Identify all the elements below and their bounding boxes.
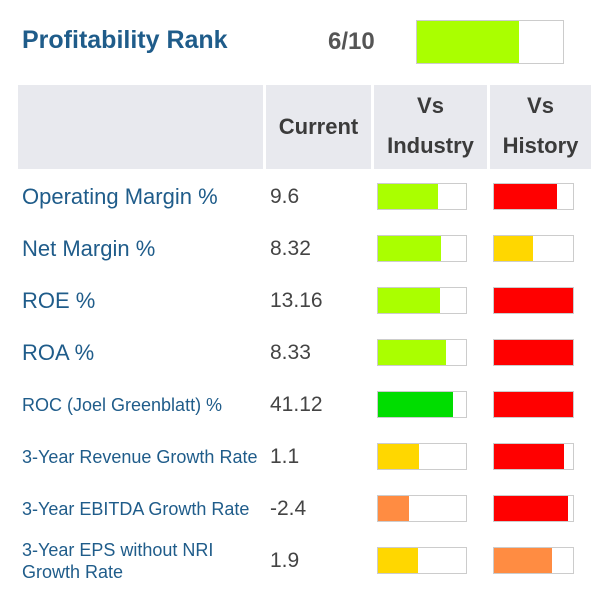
vs-industry-bar	[377, 391, 467, 418]
header-current-label: Current	[278, 114, 359, 139]
vs-industry-bar	[377, 547, 467, 574]
metric-label[interactable]: Operating Margin %	[22, 184, 218, 209]
rank-bar-fill	[417, 21, 520, 63]
vs-history-bar-fill	[494, 236, 533, 261]
metric-label[interactable]: 3-Year EBITDA Growth Rate	[22, 499, 250, 519]
vs-history-bar-fill	[494, 184, 558, 209]
rank-bar	[416, 20, 564, 64]
vs-history-bar-fill	[494, 444, 564, 469]
table-row: ROC (Joel Greenblatt) % 41.12	[0, 379, 600, 431]
vs-industry-bar	[377, 235, 467, 262]
table-row: 3-Year EBITDA Growth Rate -2.4	[0, 483, 600, 535]
vs-history-bar	[493, 183, 574, 210]
vs-history-bar	[493, 391, 574, 418]
metric-label[interactable]: ROE %	[22, 288, 96, 313]
metric-label[interactable]: 3-Year EPS without NRI Growth Rate	[22, 540, 214, 582]
vs-industry-bar	[377, 495, 467, 522]
metric-label[interactable]: Net Margin %	[22, 236, 156, 261]
vs-history-bar	[493, 443, 574, 470]
vs-industry-bar-fill	[378, 236, 442, 261]
table-row: ROA % 8.33	[0, 327, 600, 379]
table-row: 3-Year EPS without NRI Growth Rate 1.9	[0, 535, 600, 587]
metric-value: 41.12	[270, 393, 323, 416]
vs-history-bar-fill	[494, 288, 573, 313]
header-vs-industry: Vs Industry	[374, 85, 487, 169]
vs-history-bar	[493, 339, 574, 366]
metric-label[interactable]: ROC (Joel Greenblatt) %	[22, 395, 223, 415]
vs-industry-bar-fill	[378, 184, 438, 209]
metric-value: 1.1	[270, 445, 300, 468]
table-row: 3-Year Revenue Growth Rate 1.1	[0, 431, 600, 483]
table-row: Operating Margin % 9.6	[0, 171, 600, 223]
header-history-line1: Vs	[527, 93, 554, 118]
rank-score: 6/10	[328, 28, 375, 55]
vs-industry-bar-fill	[378, 392, 453, 417]
vs-industry-bar	[377, 183, 467, 210]
metric-value: 8.33	[270, 341, 311, 364]
header-metric-cell	[18, 85, 263, 169]
table-row: Net Margin % 8.32	[0, 223, 600, 275]
header-industry-line1: Vs	[417, 93, 444, 118]
vs-industry-bar	[377, 339, 467, 366]
vs-history-bar-fill	[494, 392, 573, 417]
vs-history-bar	[493, 287, 574, 314]
vs-industry-bar-fill	[378, 548, 418, 573]
vs-history-bar	[493, 495, 574, 522]
vs-industry-bar	[377, 287, 467, 314]
metric-label[interactable]: 3-Year Revenue Growth Rate	[22, 447, 258, 467]
metric-value: -2.4	[270, 497, 307, 520]
vs-history-bar	[493, 235, 574, 262]
metric-value: 9.6	[270, 185, 300, 208]
vs-history-bar	[493, 547, 574, 574]
header-industry-line2: Industry	[387, 133, 474, 158]
vs-industry-bar	[377, 443, 467, 470]
header-history-line2: History	[502, 133, 579, 158]
metric-value: 8.32	[270, 237, 311, 260]
vs-history-bar-fill	[494, 340, 573, 365]
vs-history-bar-fill	[494, 548, 553, 573]
header-vs-history: Vs History	[490, 85, 591, 169]
vs-industry-bar-fill	[378, 288, 440, 313]
vs-industry-bar-fill	[378, 340, 446, 365]
vs-industry-bar-fill	[378, 496, 409, 521]
rank-title: Profitability Rank	[22, 26, 228, 54]
header-current: Current	[266, 85, 371, 169]
metric-value: 1.9	[270, 549, 300, 572]
table-row: ROE % 13.16	[0, 275, 600, 327]
vs-history-bar-fill	[494, 496, 569, 521]
vs-industry-bar-fill	[378, 444, 420, 469]
metric-label[interactable]: ROA %	[22, 340, 95, 365]
metric-value: 13.16	[270, 289, 323, 312]
